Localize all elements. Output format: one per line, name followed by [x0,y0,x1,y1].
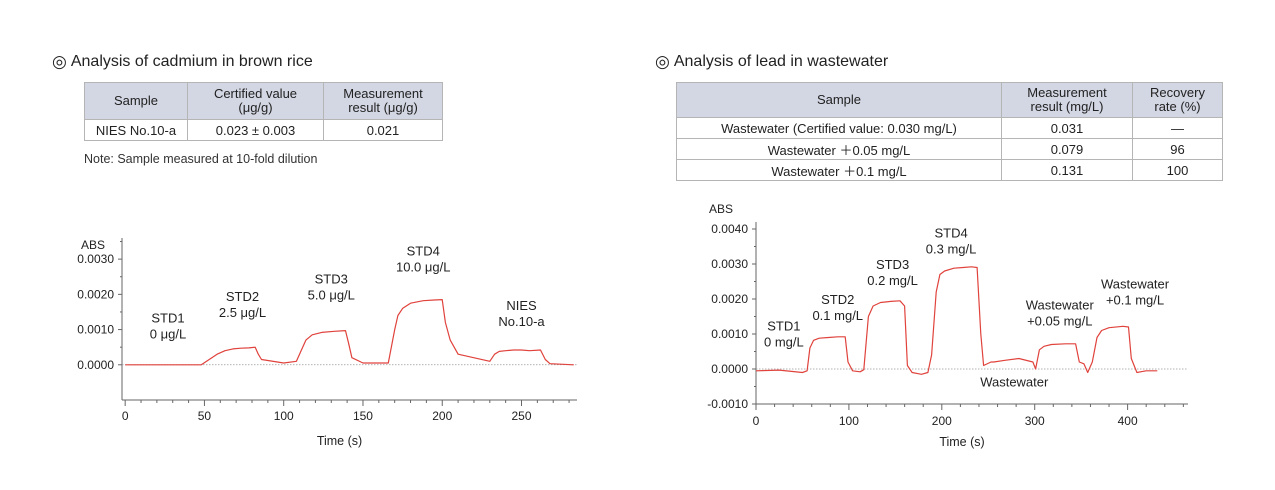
x-tick-label: 200 [432,409,452,423]
y-tick-label: 0.0030 [77,252,114,266]
peak-annotation: STD1 [151,310,184,325]
table-row: NIES No.10-a 0.023 ± 0.003 0.021 [84,119,443,141]
peak-annotation: 0 mg/L [764,334,804,349]
cadmium-results-table: Sample Certified value (μg/g) Measuremen… [84,82,443,141]
y-tick-label: 0.0030 [711,257,748,271]
table-cell: Wastewater ＋0.1 mg/L [676,159,1002,181]
x-tick-label: 300 [1025,414,1045,428]
peak-annotation: 2.5 μg/L [219,305,266,320]
signal-line [125,299,574,366]
y-tick-label: 0.0010 [77,323,114,337]
peak-annotation: STD4 [934,226,967,241]
table-cell: 0.023 ± 0.003 [187,119,324,141]
table-cell: 0.131 [1001,159,1133,181]
peak-annotation: NIES [506,298,537,313]
table-header: Certified value (μg/g) [187,82,324,120]
peak-annotation: STD2 [226,289,259,304]
peak-annotation: 5.0 μg/L [308,288,355,303]
peak-annotation: +0.05 mg/L [1027,313,1092,328]
y-tick-label: 0.0040 [711,222,748,236]
x-tick-label: 250 [511,409,531,423]
y-axis-label: ABS [709,202,733,216]
peak-annotation: 0.1 mg/L [812,308,863,323]
dilution-note: Note: Sample measured at 10-fold dilutio… [84,152,318,166]
peak-annotation: 0 μg/L [150,326,186,341]
y-tick-label: 0.0000 [711,362,748,376]
peak-annotation: +0.1 mg/L [1106,292,1164,307]
y-tick-label: -0.0010 [707,397,748,411]
peak-annotation: STD2 [821,292,854,307]
table-cell: 100 [1132,159,1223,181]
table-header: Sample [84,82,188,120]
x-tick-label: 0 [753,414,760,428]
peak-annotation: 10.0 μg/L [396,259,450,274]
y-tick-label: 0.0020 [77,287,114,301]
x-tick-label: 150 [353,409,373,423]
table-header: Recovery rate (%) [1132,82,1223,118]
peak-annotation: STD4 [407,243,440,258]
lead-results-table: Sample Measurement result (mg/L) Recover… [676,82,1223,181]
y-axis-label: ABS [81,238,105,252]
x-tick-label: 100 [274,409,294,423]
table-cell: 0.079 [1001,138,1133,160]
table-cell: 0.021 [323,119,443,141]
peak-annotation: STD1 [767,318,800,333]
y-tick-label: 0.0010 [711,327,748,341]
table-header: Measurement result (μg/g) [323,82,443,120]
left-section-title: ◎ Analysis of cadmium in brown rice [52,52,313,72]
table-row: Wastewater (Certified value: 0.030 mg/L)… [676,117,1223,139]
peak-annotation: No.10-a [498,314,545,329]
double-circle-icon: ◎ [52,52,67,71]
x-tick-label: 100 [839,414,859,428]
double-circle-icon: ◎ [655,52,670,71]
table-cell: — [1132,117,1223,139]
x-tick-label: 200 [932,414,952,428]
y-tick-label: 0.0000 [77,358,114,372]
signal-line [755,266,1158,375]
table-header: Measurement result (mg/L) [1001,82,1133,118]
peak-annotation: Wastewater [980,375,1049,390]
right-section-title: ◎ Analysis of lead in wastewater [655,52,888,72]
left-title-text: Analysis of cadmium in brown rice [70,53,313,70]
x-tick-label: 0 [122,409,129,423]
peak-annotation: STD3 [315,272,348,287]
peak-annotation: Wastewater [1026,297,1095,312]
peak-annotation: 0.3 mg/L [926,242,977,257]
x-tick-label: 400 [1118,414,1138,428]
table-row: Wastewater ＋0.1 mg/L 0.131 100 [676,159,1223,181]
x-tick-label: 50 [198,409,212,423]
peak-annotation: STD3 [876,257,909,272]
x-axis-label: Time (s) [317,434,362,448]
peak-annotation: Wastewater [1101,276,1170,291]
peak-annotation: 0.2 mg/L [867,273,918,288]
x-axis-label: Time (s) [939,435,984,449]
right-title-text: Analysis of lead in wastewater [673,53,889,70]
y-tick-label: 0.0020 [711,292,748,306]
table-header: Sample [676,82,1002,118]
